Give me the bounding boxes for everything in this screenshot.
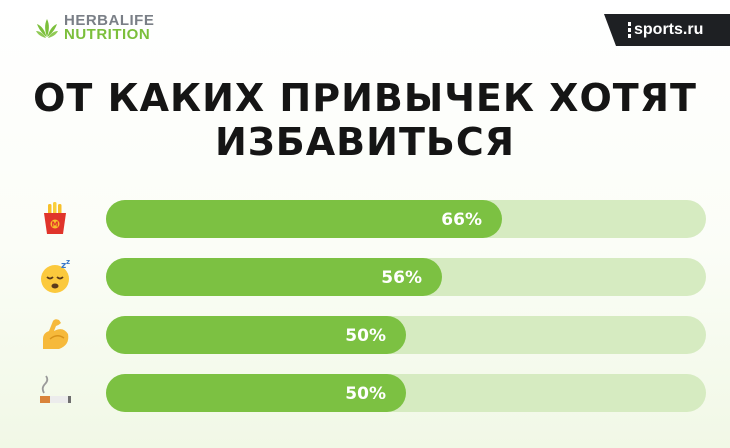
bar-value-label: 50% [345,326,386,346]
brand-subtitle: NUTRITION [64,26,151,43]
svg-text:z: z [61,261,66,271]
bar-value-label: 56% [381,268,422,288]
sports-ru-mark-icon [628,22,631,38]
herbalife-logo: HERBALIFE NUTRITION [35,12,155,43]
bar [106,258,442,296]
flexed-biceps-icon [43,319,69,349]
source-badge: sports.ru [604,14,730,46]
fries-icon: M [44,202,66,234]
source-badge-label: sports.ru [634,21,704,38]
chart-title: ОТ КАКИХ ПРИВЫЧЕК ХОТЯТ ИЗБАВИТЬСЯ [0,76,730,164]
svg-text:M: M [52,221,59,229]
svg-text:z: z [66,258,70,266]
chart-title-line-1: ОТ КАКИХ ПРИВЫЧЕК ХОТЯТ [33,76,697,120]
bar-value-label: 50% [345,384,386,404]
bar-value-label: 66% [441,210,482,230]
bar [106,200,502,238]
cigarette-icon [40,375,71,403]
herbalife-leaf-icon [36,19,58,38]
bar [106,316,406,354]
brand-name: HERBALIFE [64,12,155,29]
chart-title-line-2: ИЗБАВИТЬСЯ [215,120,515,164]
bar [106,374,406,412]
